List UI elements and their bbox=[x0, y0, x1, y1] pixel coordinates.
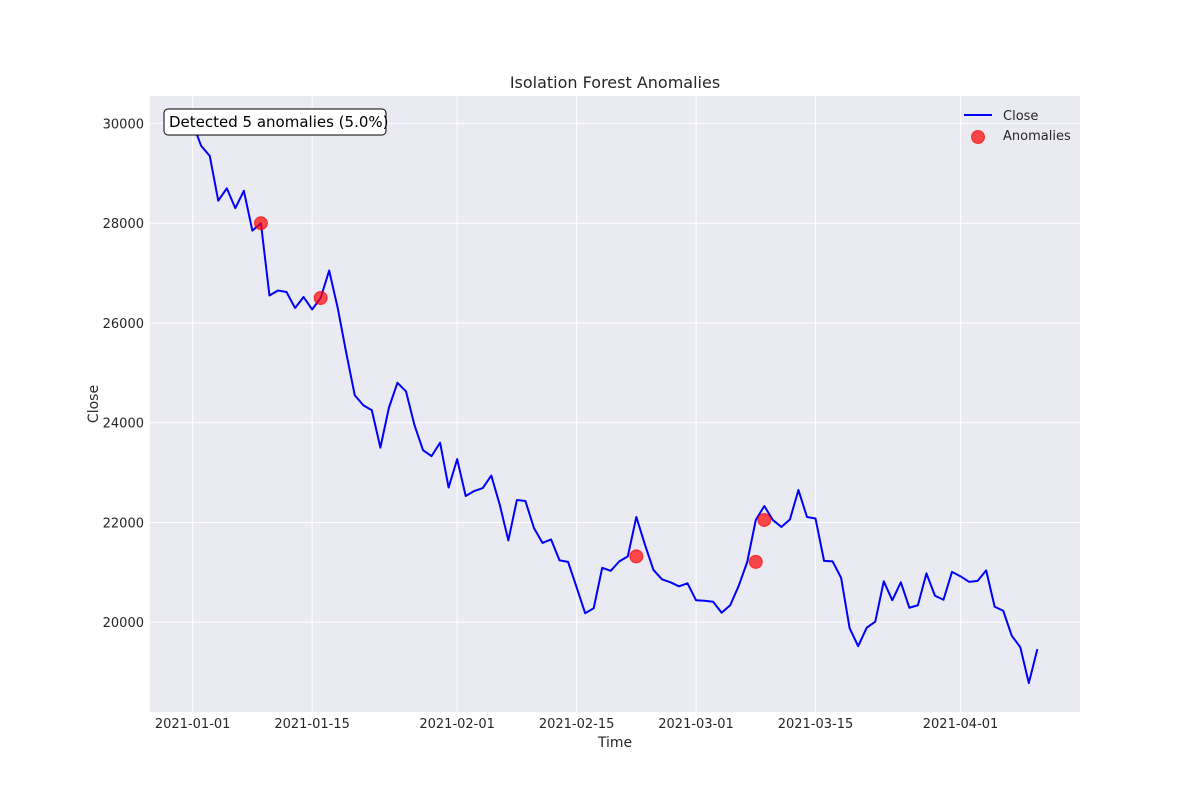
annotation-box: Detected 5 anomalies (5.0%) bbox=[163, 108, 389, 136]
x-tick-label: 2021-03-01 bbox=[658, 717, 734, 732]
x-tick-label: 2021-03-15 bbox=[778, 717, 854, 732]
legend-marker-swatch bbox=[971, 130, 985, 144]
chart-title: Isolation Forest Anomalies bbox=[510, 73, 720, 92]
anomaly-point bbox=[253, 216, 268, 231]
y-tick-label: 30000 bbox=[103, 117, 144, 132]
legend: Close Anomalies bbox=[964, 109, 1071, 144]
legend-label-anomalies: Anomalies bbox=[1003, 129, 1071, 144]
anomaly-point bbox=[748, 554, 763, 569]
y-tick-label: 22000 bbox=[103, 516, 144, 531]
close-series-line bbox=[191, 123, 1039, 685]
grid bbox=[150, 96, 1080, 712]
y-tick-label: 24000 bbox=[103, 417, 144, 432]
x-axis-title: Time bbox=[597, 735, 632, 751]
annotation-frame bbox=[163, 108, 387, 136]
y-tick-label: 20000 bbox=[103, 616, 144, 631]
anomaly-layer bbox=[253, 216, 772, 569]
x-tick-label: 2021-04-01 bbox=[923, 717, 999, 732]
x-tick-label: 2021-02-15 bbox=[539, 717, 615, 732]
series-layer bbox=[191, 123, 1039, 685]
legend-label-close: Close bbox=[1003, 109, 1038, 124]
plot-area bbox=[150, 96, 1080, 712]
x-tick-label: 2021-02-01 bbox=[419, 717, 495, 732]
x-axis-ticks: 2021-01-01 2021-01-15 2021-02-01 2021-02-15… bbox=[155, 717, 998, 732]
y-axis-ticks: 20000 22000 24000 26000 28000 30000 bbox=[103, 117, 144, 631]
x-tick-label: 2021-01-01 bbox=[155, 717, 231, 732]
anomaly-point bbox=[313, 291, 328, 306]
y-tick-label: 28000 bbox=[103, 217, 144, 232]
anomaly-point bbox=[629, 549, 644, 564]
y-tick-label: 26000 bbox=[103, 317, 144, 332]
annotation-text: Detected 5 anomalies (5.0%) bbox=[169, 113, 389, 131]
y-axis-title: Close bbox=[86, 385, 102, 423]
anomaly-point bbox=[757, 512, 772, 527]
x-tick-label: 2021-01-15 bbox=[274, 717, 350, 732]
